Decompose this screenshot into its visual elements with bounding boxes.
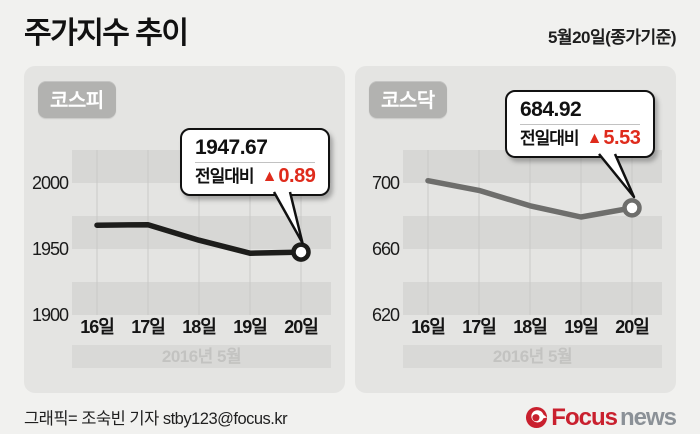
footer: 그래픽= 조숙빈 기자 stby123@focus.kr Focus news: [0, 403, 700, 431]
callout-tail: [598, 153, 636, 199]
change-label: 전일대비: [195, 167, 255, 186]
up-triangle-icon: ▲: [586, 130, 603, 147]
x-tick-label: 18일: [182, 317, 216, 337]
callout-divider: [520, 124, 641, 125]
logo-suffix-text: news: [619, 403, 677, 431]
kospi-callout: 1947.67 전일대비 ▲ 0.89: [180, 128, 331, 245]
kosdaq-chart-label: 코스닥: [369, 81, 447, 118]
y-tick-label: 660: [372, 239, 400, 259]
kospi-panel: 2016년 5월 2000 1950 1900 16일 17일 18일 19일 20일 코스피 …: [24, 66, 345, 393]
up-triangle-icon: ▲: [261, 168, 278, 185]
header: 주가지수 추이 5월20일(종가기준): [0, 0, 700, 52]
grid-stripe: [72, 282, 331, 315]
y-tick-label: 620: [372, 305, 400, 325]
kospi-chart-label: 코스피: [38, 81, 116, 118]
date-note: 5월20일(종가기준): [547, 28, 677, 47]
kospi-change-value: 0.89: [278, 165, 316, 187]
y-tick-label: 1900: [32, 305, 69, 325]
month-caption: 2016년 5월: [162, 347, 241, 366]
last-point-marker: [622, 198, 642, 218]
focus-news-logo: Focus news: [525, 403, 677, 431]
kosdaq-callout: 684.92 전일대비 ▲ 5.53: [505, 90, 656, 199]
kospi-close-value: 1947.67: [195, 136, 268, 159]
month-caption: 2016년 5월: [493, 347, 572, 366]
kosdaq-close-value: 684.92: [520, 98, 582, 121]
focus-news-swirl-icon: [526, 406, 548, 428]
month-band: [403, 345, 662, 368]
x-tick-label: 17일: [131, 317, 165, 337]
callout-tail: [272, 191, 304, 245]
x-tick-label: 20일: [615, 317, 649, 337]
graphic-credit: 그래픽= 조숙빈 기자 stby123@focus.kr: [24, 410, 288, 428]
x-tick-label: 18일: [513, 317, 547, 337]
change-label: 전일대비: [520, 129, 580, 148]
logo-brand-text: Focus: [551, 403, 618, 431]
kosdaq-change-row: 전일대비 ▲ 5.53: [520, 127, 641, 150]
kosdaq-chart: 2016년 5월 700 660 620 16일 17일 18일 19일 20일: [372, 150, 662, 368]
chart-panels: 2016년 5월 2000 1950 1900 16일 17일 18일 19일 20일 코스피 …: [0, 66, 700, 393]
month-band: [72, 345, 331, 368]
y-tick-label: 2000: [32, 173, 69, 193]
kospi-chart: 2016년 5월 2000 1950 1900 16일 17일 18일 19일 20일: [32, 150, 331, 368]
y-tick-label: 1950: [32, 239, 69, 259]
x-tick-label: 20일: [284, 317, 318, 337]
series-line: [425, 177, 635, 220]
kosdaq-panel: 2016년 5월 700 660 620 16일 17일 18일 19일 20일 코스닥 684…: [355, 66, 676, 393]
last-point-marker: [291, 242, 311, 262]
x-tick-label: 16일: [80, 317, 114, 337]
grid-stripe: [403, 282, 662, 315]
x-tick-label: 17일: [462, 317, 496, 337]
kospi-change-row: 전일대비 ▲ 0.89: [195, 165, 316, 188]
y-tick-label: 700: [372, 173, 400, 193]
series-line: [94, 221, 304, 256]
page-title: 주가지수 추이: [24, 17, 189, 50]
kosdaq-change-value: 5.53: [603, 127, 641, 149]
x-tick-label: 16일: [411, 317, 445, 337]
grid-stripe: [403, 216, 662, 249]
callout-divider: [195, 162, 316, 163]
x-tick-label: 19일: [233, 317, 267, 337]
x-tick-label: 19일: [564, 317, 598, 337]
